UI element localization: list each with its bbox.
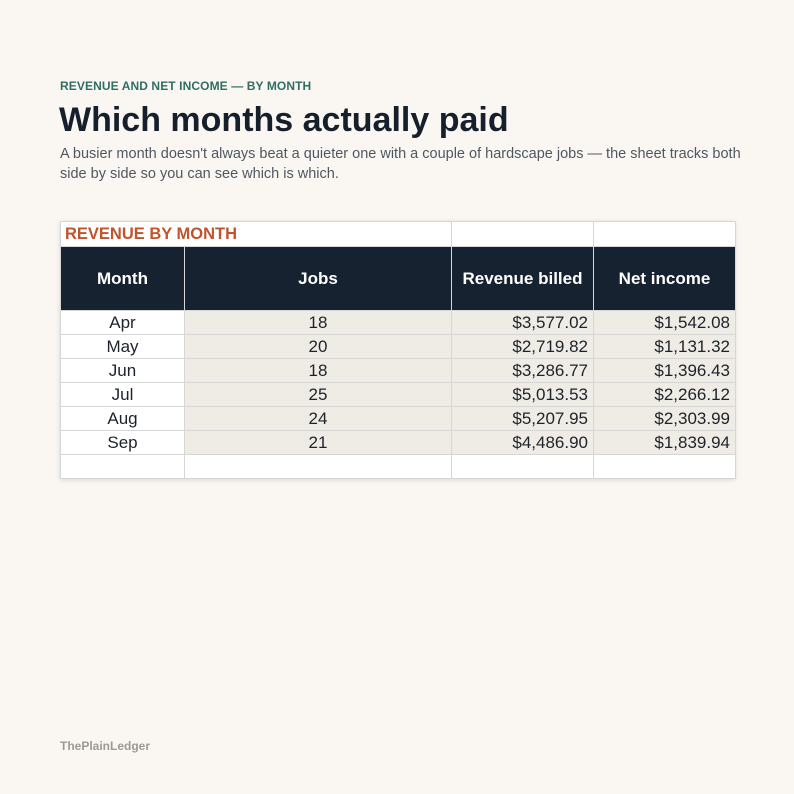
net-income-cell[interactable]: $1,396.43 (593, 358, 736, 383)
table-row: May 20 $2,719.82 $1,131.32 (60, 334, 736, 359)
sheet-title: REVENUE BY MONTH (65, 224, 238, 243)
empty-cell[interactable] (60, 454, 185, 479)
table-row: Apr 18 $3,577.02 $1,542.08 (60, 310, 736, 335)
empty-cell[interactable] (451, 221, 594, 247)
empty-cell[interactable] (451, 454, 594, 479)
footer-brand: ThePlainLedger (60, 739, 151, 753)
column-header-jobs[interactable]: Jobs (184, 246, 452, 311)
column-header-net-income[interactable]: Net income (593, 246, 736, 311)
revenue-cell[interactable]: $4,486.90 (451, 430, 594, 455)
net-income-cell[interactable]: $2,266.12 (593, 382, 736, 407)
empty-row (60, 454, 736, 479)
empty-cell[interactable] (184, 454, 452, 479)
revenue-cell[interactable]: $3,286.77 (451, 358, 594, 383)
table-row: Jul 25 $5,013.53 $2,266.12 (60, 382, 736, 407)
revenue-table: REVENUE BY MONTH Month Jobs Revenue bill… (60, 221, 736, 479)
eyebrow-label: REVENUE AND NET INCOME — BY MONTH (60, 79, 312, 93)
table-row: Aug 24 $5,207.95 $2,303.99 (60, 406, 736, 431)
net-income-cell[interactable]: $1,542.08 (593, 310, 736, 335)
jobs-cell[interactable]: 20 (184, 334, 452, 359)
table-row: Sep 21 $4,486.90 $1,839.94 (60, 430, 736, 455)
empty-cell[interactable] (593, 454, 736, 479)
sheet-title-row: REVENUE BY MONTH (60, 221, 736, 247)
page-title: Which months actually paid (59, 101, 509, 139)
jobs-cell[interactable]: 18 (184, 310, 452, 335)
month-cell[interactable]: May (60, 334, 185, 359)
spreadsheet: REVENUE BY MONTH Month Jobs Revenue bill… (60, 221, 736, 479)
jobs-cell[interactable]: 25 (184, 382, 452, 407)
month-cell[interactable]: Jul (60, 382, 185, 407)
jobs-cell[interactable]: 21 (184, 430, 452, 455)
column-header-revenue[interactable]: Revenue billed (451, 246, 594, 311)
jobs-cell[interactable]: 24 (184, 406, 452, 431)
revenue-cell[interactable]: $5,207.95 (451, 406, 594, 431)
net-income-cell[interactable]: $1,839.94 (593, 430, 736, 455)
column-header-month[interactable]: Month (60, 246, 185, 311)
jobs-cell[interactable]: 18 (184, 358, 452, 383)
page-subtitle: A busier month doesn't always beat a qui… (60, 146, 741, 182)
table-row: Jun 18 $3,286.77 $1,396.43 (60, 358, 736, 383)
table-header-row: Month Jobs Revenue billed Net income (60, 246, 736, 311)
empty-cell[interactable] (593, 221, 736, 247)
revenue-cell[interactable]: $5,013.53 (451, 382, 594, 407)
month-cell[interactable]: Jun (60, 358, 185, 383)
month-cell[interactable]: Sep (60, 430, 185, 455)
sheet-title-cell[interactable]: REVENUE BY MONTH (60, 221, 452, 247)
revenue-cell[interactable]: $3,577.02 (451, 310, 594, 335)
net-income-cell[interactable]: $2,303.99 (593, 406, 736, 431)
month-cell[interactable]: Apr (60, 310, 185, 335)
net-income-cell[interactable]: $1,131.32 (593, 334, 736, 359)
month-cell[interactable]: Aug (60, 406, 185, 431)
revenue-cell[interactable]: $2,719.82 (451, 334, 594, 359)
